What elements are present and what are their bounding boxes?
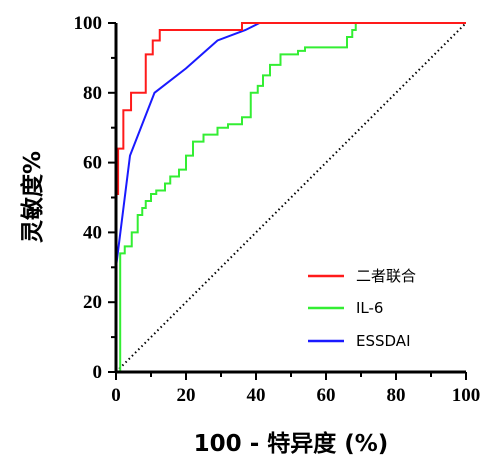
- legend-label-combined: 二者联合: [356, 267, 416, 285]
- series-layer: [115, 22, 466, 373]
- y-tick-label: 60: [83, 153, 102, 174]
- x-tick-label: 60: [317, 385, 336, 406]
- y-tick-label: 20: [83, 292, 102, 313]
- series-line-essdai: [115, 22, 466, 268]
- series-line-combined: [115, 22, 466, 372]
- legend-label-essdai: ESSDAI: [356, 332, 411, 350]
- y-tick-label: 40: [83, 222, 102, 243]
- x-tick-label: 20: [177, 385, 196, 406]
- x-tick-label: 0: [111, 385, 121, 406]
- reference-line-layer: [115, 22, 467, 373]
- y-ticks: 0 20 40 60 80 100: [74, 13, 116, 383]
- y-tick-label: 0: [93, 362, 103, 383]
- x-axis-title: 100 - 特异度 (%): [194, 430, 389, 457]
- y-tick-label: 80: [83, 83, 102, 104]
- plot-area: 0 20 40 60 80 100 0 20 40 60 80 100: [74, 13, 481, 406]
- x-tick-label: 40: [247, 385, 266, 406]
- x-ticks: 0 20 40 60 80 100: [111, 372, 480, 406]
- legend: 二者联合 IL-6 ESSDAI: [308, 267, 416, 350]
- x-tick-label: 100: [452, 385, 481, 406]
- y-tick-label: 100: [74, 13, 103, 34]
- y-axis-title: 灵敏度%: [19, 151, 46, 243]
- x-tick-label: 80: [387, 385, 406, 406]
- legend-label-il6: IL-6: [356, 299, 383, 317]
- series-line-il6: [116, 22, 466, 373]
- reference-diagonal-line: [115, 22, 467, 373]
